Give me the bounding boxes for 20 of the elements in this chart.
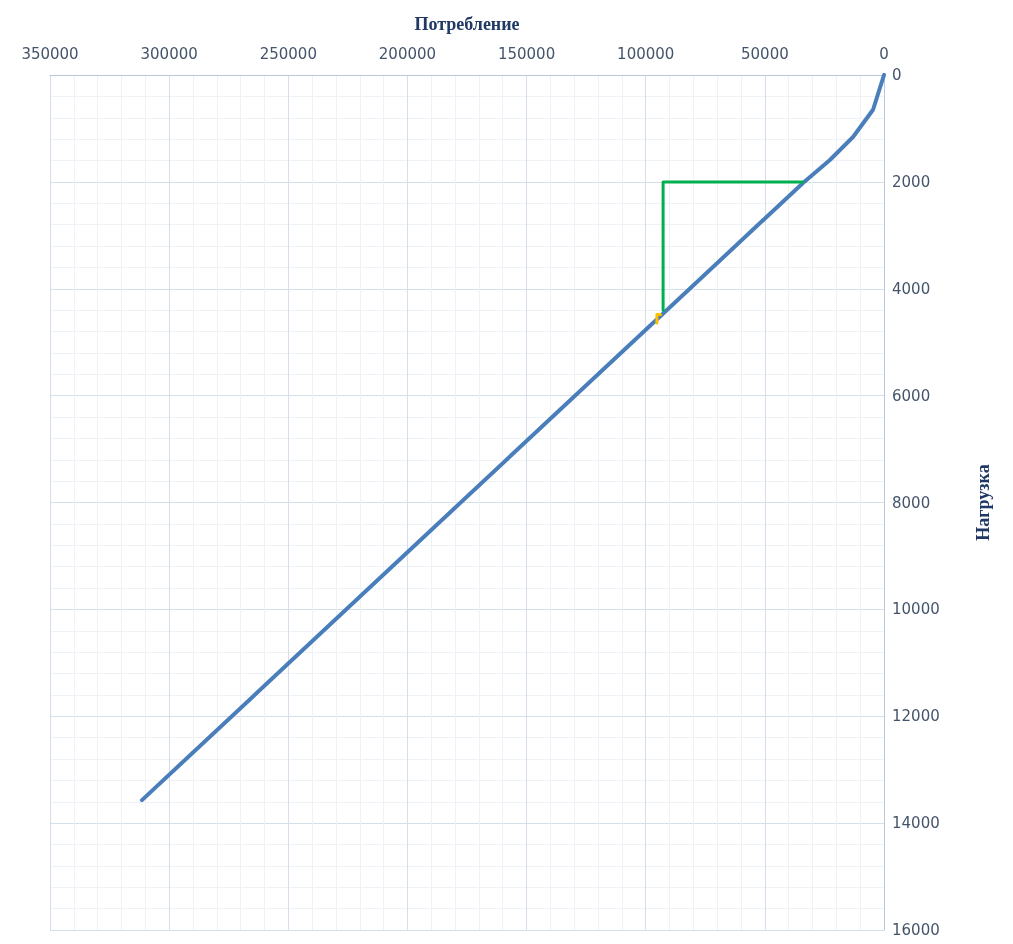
x-tick-label: 0 — [879, 44, 889, 63]
y-tick-label: 10000 — [892, 600, 940, 619]
y-tick-label: 4000 — [892, 279, 931, 298]
x-tick-label: 300000 — [140, 44, 198, 63]
y-tick-label: 12000 — [892, 707, 940, 726]
x-tick-label: 50000 — [741, 44, 789, 63]
y-tick-label: 2000 — [892, 172, 931, 191]
y-tick-label: 16000 — [892, 921, 940, 939]
y-axis-title: Нагрузка — [973, 464, 993, 541]
y-tick-label: 8000 — [892, 493, 931, 512]
x-tick-label: 250000 — [259, 44, 317, 63]
x-tick-label: 350000 — [21, 44, 79, 63]
x-tick-label: 100000 — [617, 44, 675, 63]
x-tick-label: 150000 — [497, 44, 556, 63]
y-tick-label: 0 — [892, 66, 902, 84]
x-axis-title: Потребление — [414, 14, 520, 34]
y-tick-label: 6000 — [892, 386, 931, 405]
y-tick-label: 14000 — [892, 814, 940, 833]
line-series — [139, 73, 886, 803]
x-tick-label: 200000 — [378, 44, 437, 63]
